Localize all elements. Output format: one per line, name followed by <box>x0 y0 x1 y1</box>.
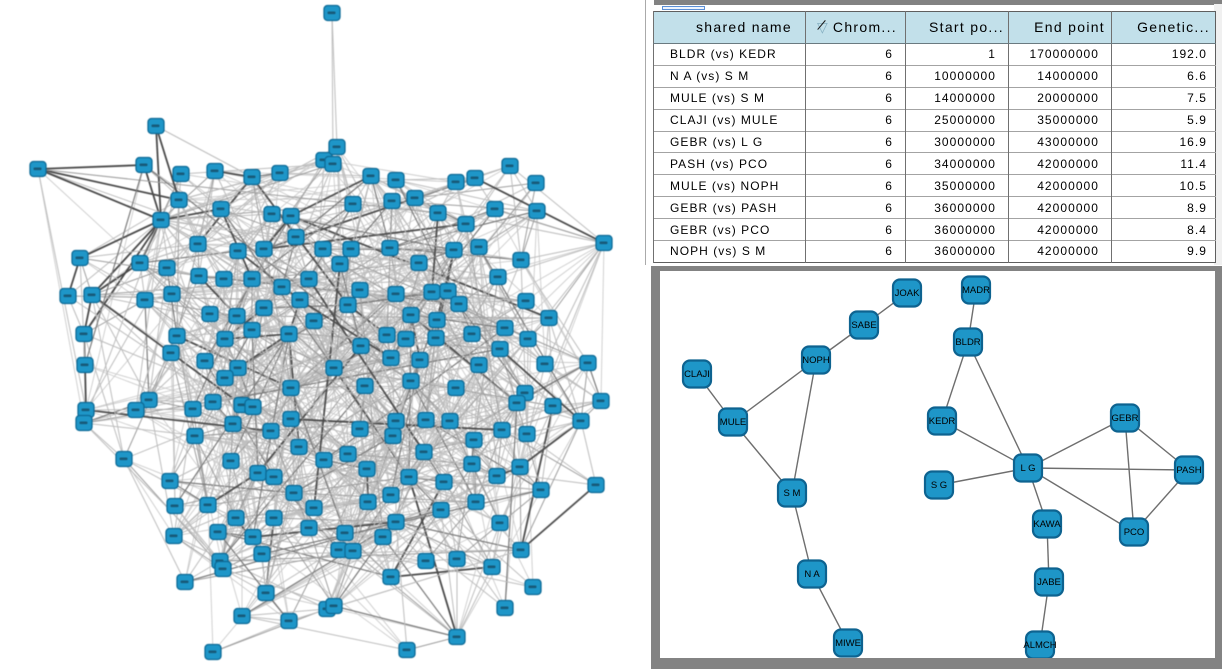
svg-text:ALMCH: ALMCH <box>1023 640 1056 651</box>
svg-text:S M: S M <box>784 488 801 499</box>
svg-text:BLDR: BLDR <box>955 337 980 348</box>
svg-text:N A: N A <box>804 569 820 580</box>
svg-text:MULE: MULE <box>720 417 746 428</box>
svg-text:JABE: JABE <box>1037 577 1061 588</box>
svg-text:KAWA: KAWA <box>1033 519 1061 530</box>
svg-text:S G: S G <box>931 480 947 491</box>
svg-text:MADR: MADR <box>962 285 990 296</box>
svg-text:GEBR: GEBR <box>1112 413 1139 424</box>
svg-text:NOPH: NOPH <box>802 355 830 366</box>
svg-text:SABE: SABE <box>851 320 876 331</box>
svg-text:CLAJI: CLAJI <box>684 369 710 380</box>
svg-text:PCO: PCO <box>1124 527 1145 538</box>
svg-text:L G: L G <box>1021 463 1036 474</box>
svg-text:JOAK: JOAK <box>895 288 920 299</box>
svg-text:MIWE: MIWE <box>835 638 861 649</box>
svg-text:PASH: PASH <box>1176 465 1201 476</box>
svg-text:KEDR: KEDR <box>929 416 956 427</box>
